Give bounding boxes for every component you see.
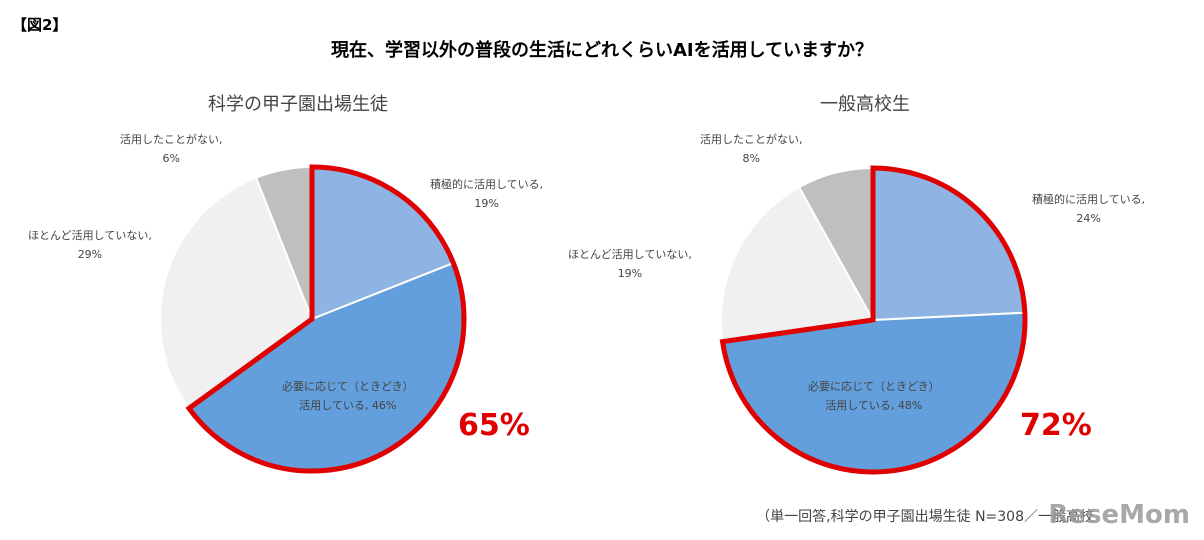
label-never-left: 活用したことがない, 6%	[120, 133, 223, 165]
label-rare-right: ほとんど活用していない, 19%	[568, 248, 692, 280]
pie-slice	[720, 185, 875, 343]
chart-title: 現在、学習以外の普段の生活にどれくらいAIを活用していますか？	[330, 40, 874, 61]
label-active-left: 積極的に活用している, 19%	[430, 178, 544, 210]
label-some-right: 必要に応じて（ときどき） 活用している, 48%	[808, 380, 940, 412]
watermark-logo: ReseMom	[1048, 500, 1190, 530]
figure-label: 【図2】	[12, 16, 68, 34]
pie-slice	[159, 176, 314, 410]
highlight-total-right: 72%	[1020, 408, 1092, 443]
label-some-left: 必要に応じて（ときどき） 活用している, 46%	[282, 380, 414, 412]
left-subtitle: 科学の甲子園出場生徒	[208, 94, 388, 115]
footnote: （単一回答,科学の甲子園出場生徒 N=308／一般高校	[756, 509, 1094, 525]
highlight-total-left: 65%	[458, 408, 530, 443]
right-subtitle: 一般高校生	[820, 94, 910, 115]
label-rare-left: ほとんど活用していない, 29%	[28, 229, 152, 261]
label-active-right: 積極的に活用している, 24%	[1032, 193, 1146, 225]
highlight-outline	[719, 165, 1028, 475]
highlight-outline	[185, 164, 467, 474]
label-never-right: 活用したことがない, 8%	[700, 133, 803, 165]
